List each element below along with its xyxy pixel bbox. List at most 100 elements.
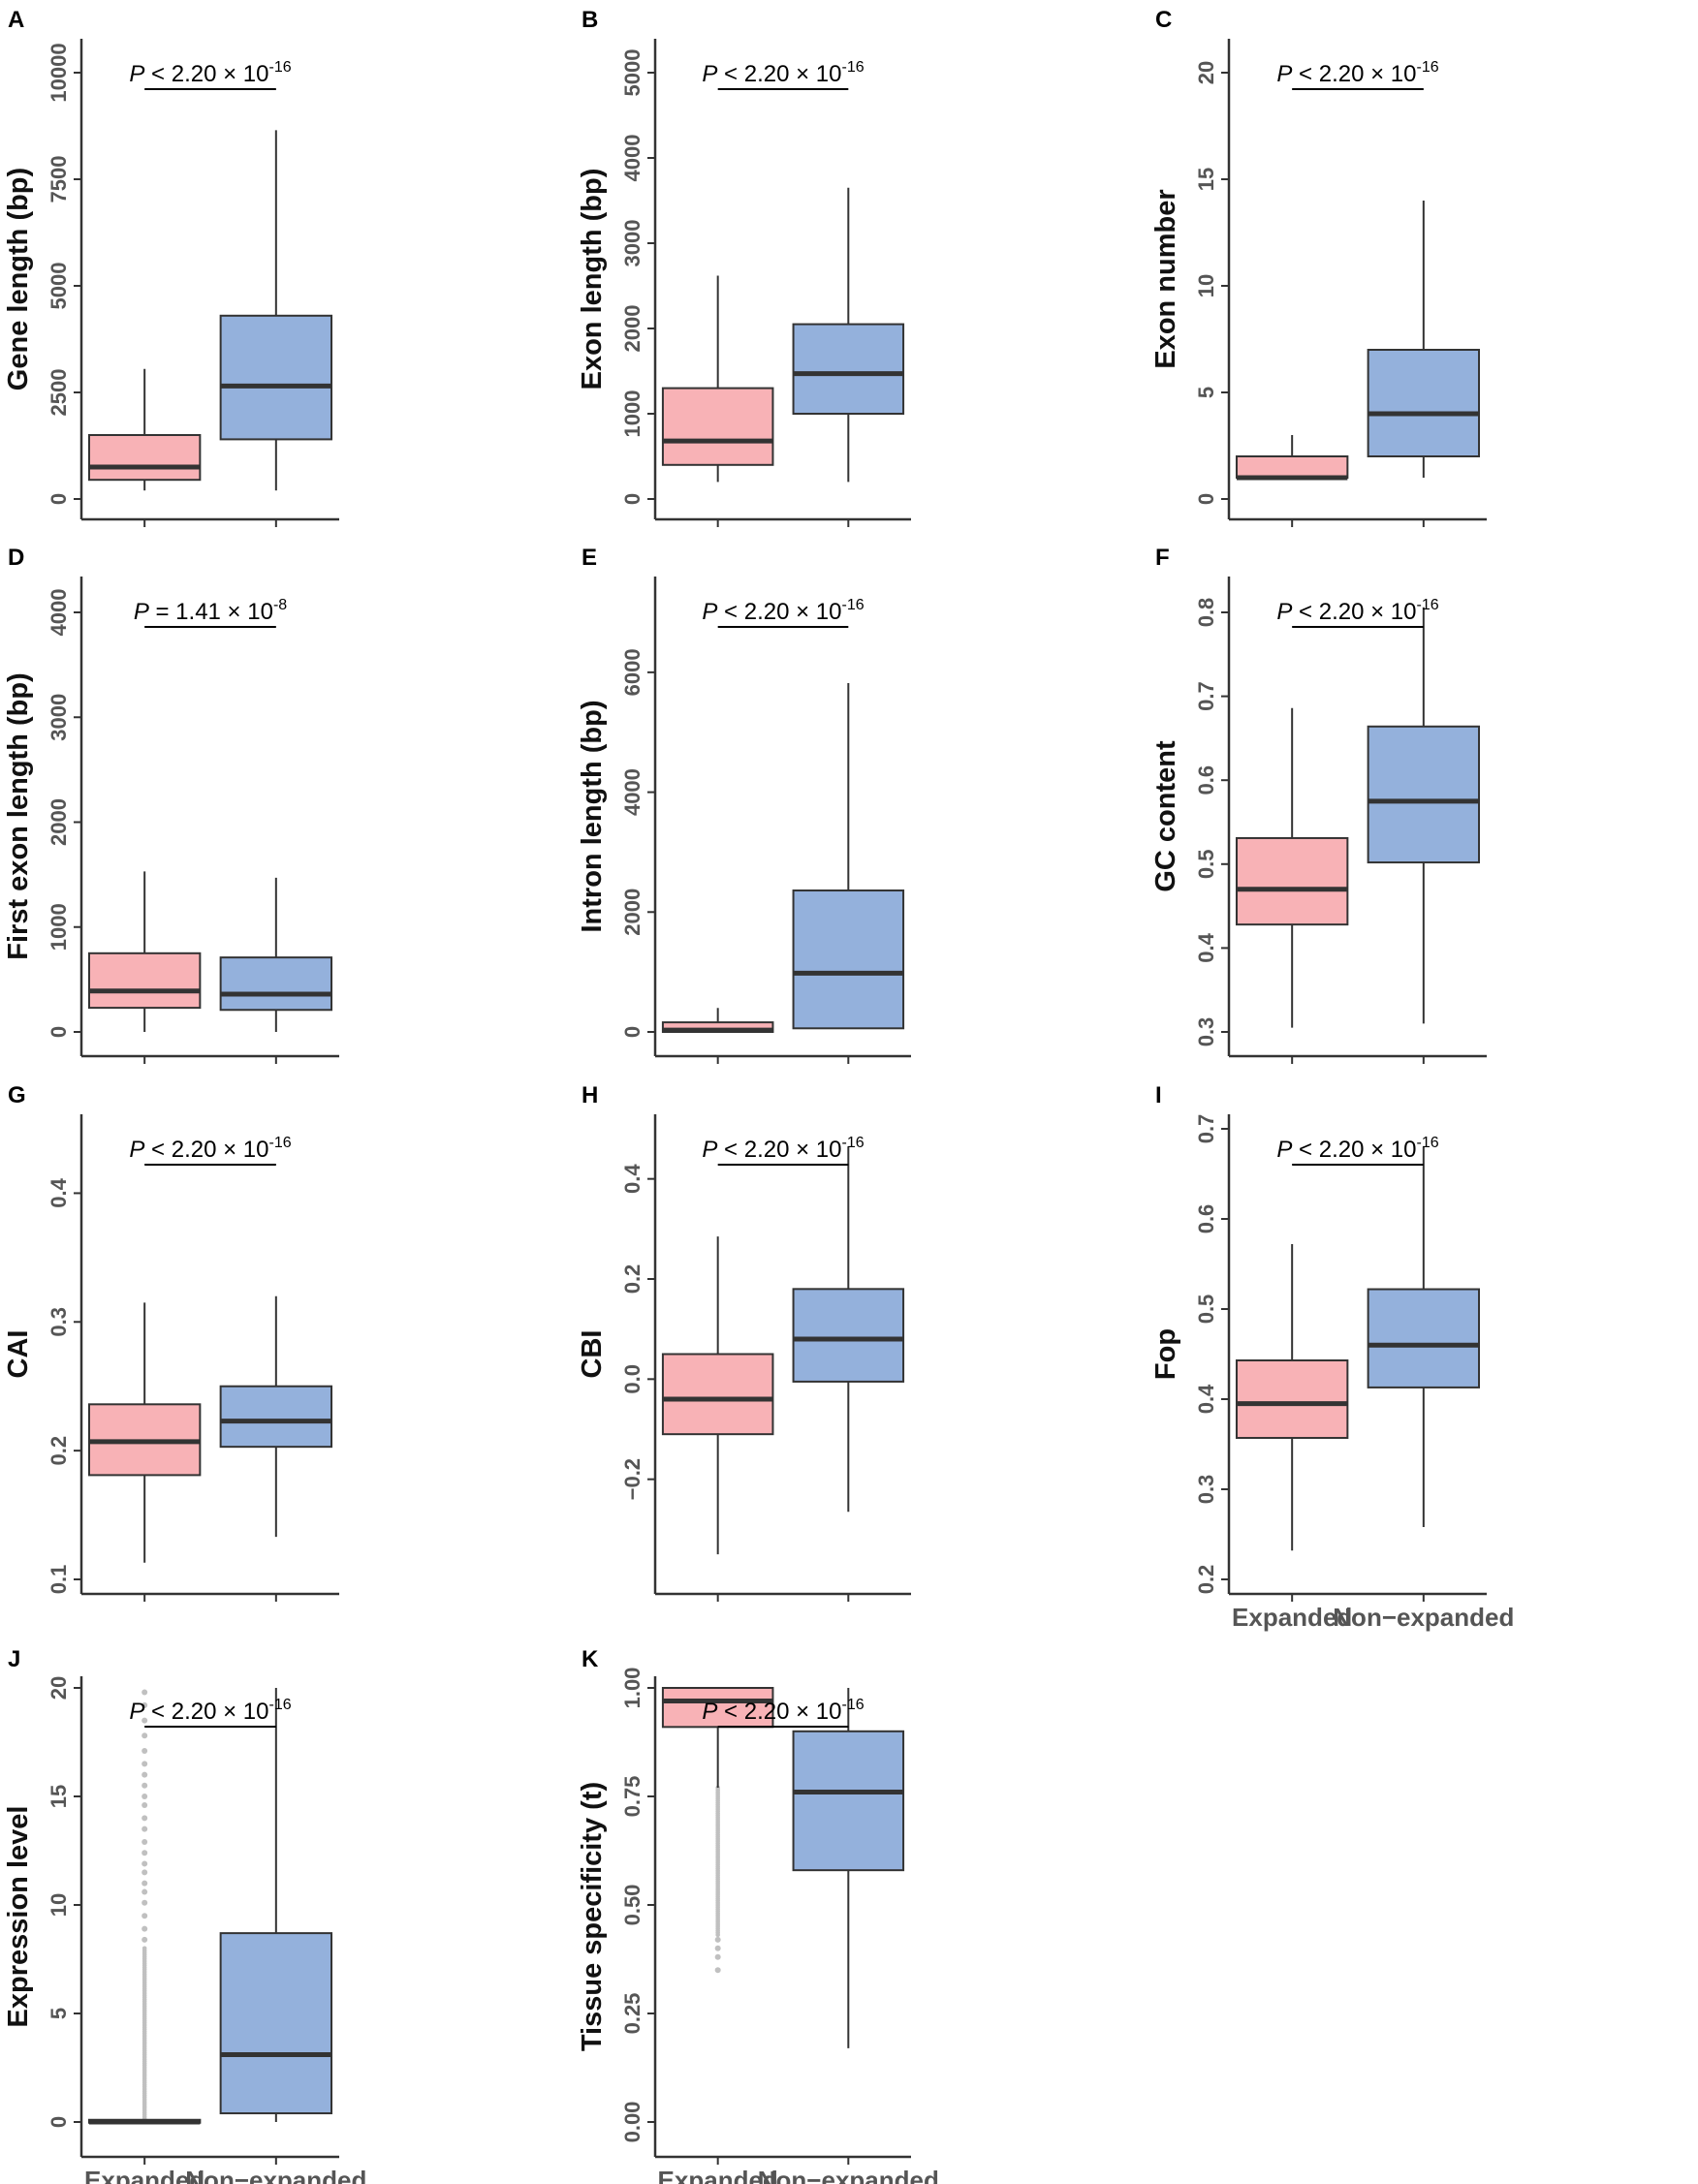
outlier-point [142, 1782, 148, 1789]
outlier-point [142, 1825, 148, 1832]
p-value-label: P < 2.20 × 10-16 [702, 1697, 864, 1725]
y-axis-title: Intron length (bp) [577, 701, 608, 933]
p-value-label: P < 2.20 × 10-16 [1276, 597, 1438, 625]
box-iqr [87, 952, 202, 1010]
panel-label: A [8, 7, 24, 33]
box-non-expanded [792, 187, 905, 483]
y-tick-label: 0.3 [47, 1307, 71, 1337]
outlier-point [142, 1839, 148, 1846]
panel-label: C [1155, 7, 1172, 33]
panel-label: E [582, 545, 597, 571]
y-tick-label: 0.1 [47, 1565, 71, 1595]
x-tick-label: Non−expanded [758, 2166, 939, 2184]
y-tick-label: 0.3 [1194, 1017, 1218, 1047]
box-iqr [661, 1687, 774, 1729]
y-tick-label: 0.4 [1194, 932, 1218, 962]
box-iqr [792, 889, 905, 1030]
y-tick-label: 5000 [47, 263, 71, 310]
panel-label: H [582, 1082, 598, 1108]
box-expanded [87, 1689, 202, 2125]
y-tick-label: 0.00 [620, 2102, 645, 2143]
outlier-point [714, 1967, 721, 1974]
y-tick-label: 0.4 [620, 1164, 645, 1194]
x-tick-label: Expanded [1232, 1603, 1352, 1632]
y-axis-title: First exon length (bp) [3, 672, 34, 959]
y-tick-label: 0 [47, 2116, 71, 2128]
box-iqr [792, 1730, 905, 1872]
outlier-point [714, 1953, 721, 1960]
p-value-label: P = 1.41 × 10-8 [134, 597, 287, 625]
outlier-point [142, 1888, 148, 1895]
y-tick-label: 0.75 [620, 1776, 645, 1818]
box-non-expanded [1367, 201, 1481, 478]
y-tick-label: 0.25 [620, 1993, 645, 2035]
y-tick-label: 0.6 [1194, 1204, 1218, 1234]
box-iqr [1235, 836, 1349, 926]
panel-D: D 0 1000 2000 3000 4000 First exon length (bp)… [3, 545, 339, 1064]
box-iqr [219, 314, 333, 441]
y-tick-label: 0.3 [1194, 1475, 1218, 1505]
panel-A: A 0 2500 5000 7500 10000 Gene length (bp) P < 2… [3, 7, 339, 527]
p-value-label: P < 2.20 × 10-16 [129, 1135, 291, 1163]
box-iqr [219, 1385, 333, 1449]
panel-label: D [8, 545, 24, 571]
box-non-expanded [1367, 1146, 1481, 1528]
box-non-expanded [219, 1295, 333, 1538]
box-iqr [661, 1353, 774, 1436]
p-value-label: P < 2.20 × 10-16 [702, 1135, 864, 1163]
panel-H: H −0.2 0.0 0.2 0.4 CBI P < 2.20 × 10-16 [577, 1082, 911, 1602]
box-non-expanded [219, 130, 333, 491]
box-expanded [661, 275, 774, 483]
y-tick-label: 10000 [47, 43, 71, 102]
y-tick-label: 0.2 [47, 1436, 71, 1466]
p-value-label: P < 2.20 × 10-16 [1276, 59, 1438, 87]
y-tick-label: 2000 [47, 798, 71, 846]
y-tick-label: 0 [620, 493, 645, 505]
y-tick-label: 5 [47, 2008, 71, 2019]
outlier-point [142, 1815, 148, 1822]
box-iqr [219, 1932, 333, 2115]
y-tick-label: 0 [47, 1026, 71, 1038]
panel-F: F 0.3 0.4 0.5 0.6 0.7 0.8 GC content P < 2.20 × … [1150, 545, 1487, 1064]
outlier-point [142, 1880, 148, 1887]
y-tick-label: 0.4 [1194, 1384, 1218, 1414]
box-non-expanded [792, 682, 905, 1030]
y-tick-label: 0.8 [1194, 598, 1218, 628]
y-tick-label: 2000 [620, 305, 645, 353]
y-tick-label: 10 [1194, 274, 1218, 297]
y-axis-title: Exon number [1150, 189, 1181, 368]
y-axis-title: GC content [1150, 740, 1181, 892]
outlier-point [142, 1771, 148, 1778]
y-axis-title: CBI [577, 1330, 608, 1379]
outlier-point [142, 1689, 148, 1696]
outlier-point [142, 1732, 148, 1739]
p-value-label: P < 2.20 × 10-16 [129, 1697, 291, 1725]
panel-C: C 0 5 10 15 20 Exon number P < 2.20 × 10-16 [1150, 7, 1487, 527]
box-non-expanded [792, 1688, 905, 2048]
box-expanded [87, 368, 202, 491]
y-tick-label: 5 [1194, 387, 1218, 398]
y-tick-label: 5000 [620, 49, 645, 97]
p-value-label: P < 2.20 × 10-16 [129, 59, 291, 87]
panel-label: G [8, 1082, 26, 1108]
outlier-point [142, 1717, 148, 1724]
box-iqr [661, 387, 774, 466]
box-iqr [87, 434, 202, 482]
outlier-point [142, 1913, 148, 1919]
y-tick-label: 15 [47, 1785, 71, 1808]
panel-J: J 0 5 10 15 20 Expression level ExpandedNon−exp… [3, 1646, 366, 2184]
outlier-point [715, 1932, 720, 1938]
p-value-label: P < 2.20 × 10-16 [702, 597, 864, 625]
outlier-point [142, 1869, 148, 1876]
box-iqr [1367, 349, 1481, 457]
panel-label: J [8, 1646, 20, 1672]
y-tick-label: 7500 [47, 156, 71, 203]
x-tick-label: Non−expanded [1333, 1603, 1514, 1632]
y-tick-label: 0.2 [620, 1264, 645, 1295]
box-expanded [87, 1302, 202, 1563]
y-tick-label: −0.2 [620, 1458, 645, 1500]
y-tick-label: 0.6 [1194, 765, 1218, 796]
y-tick-label: 0.2 [1194, 1565, 1218, 1595]
box-non-expanded [792, 1146, 905, 1513]
y-tick-label: 0.4 [47, 1177, 71, 1207]
